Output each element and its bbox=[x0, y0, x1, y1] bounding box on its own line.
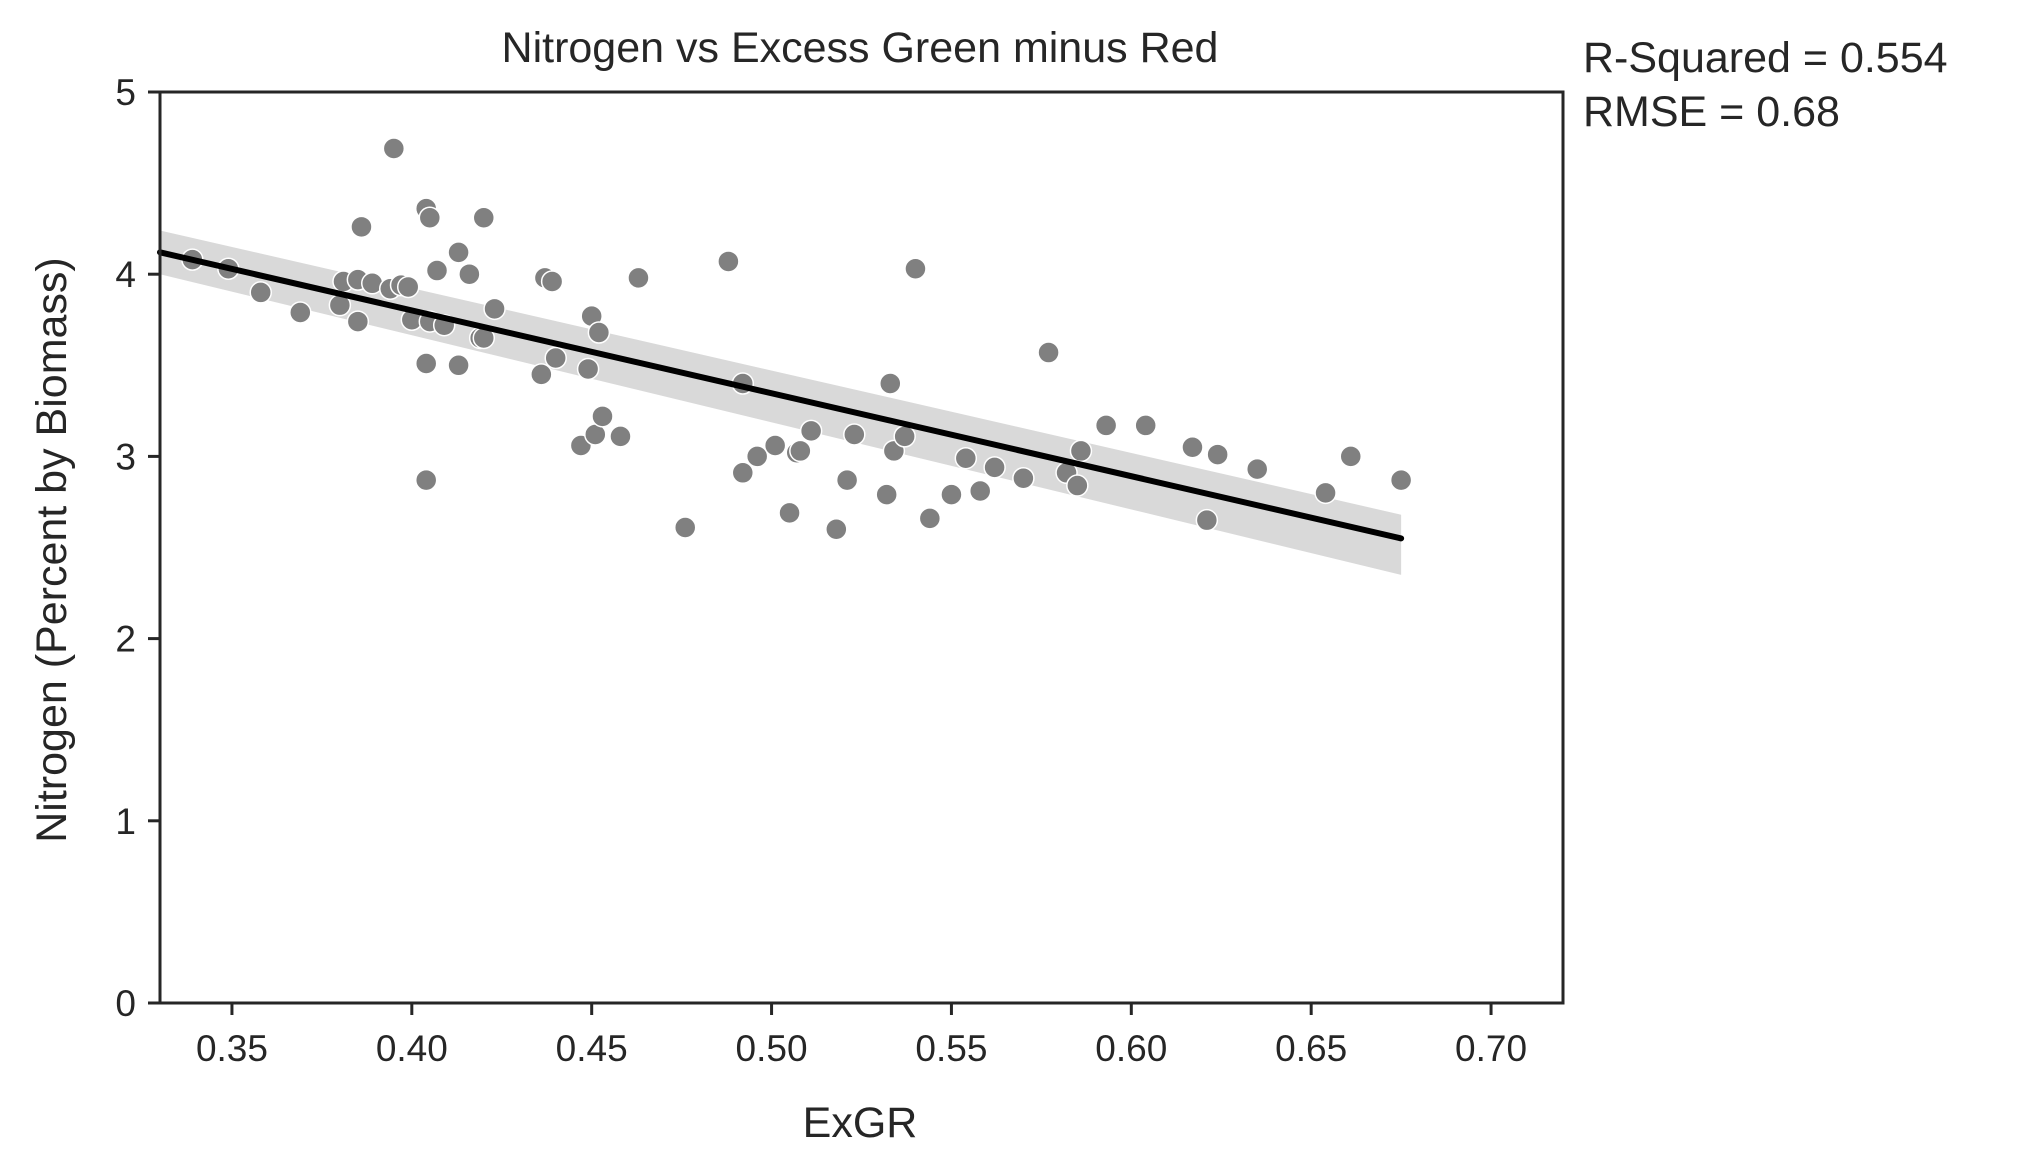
data-point bbox=[1206, 443, 1229, 466]
confidence-band bbox=[160, 230, 1402, 575]
x-tick-label: 0.35 bbox=[196, 1028, 268, 1069]
data-point bbox=[414, 352, 438, 375]
data-point bbox=[843, 423, 866, 446]
data-point bbox=[414, 468, 438, 492]
data-point bbox=[799, 419, 823, 443]
data-point bbox=[576, 357, 600, 381]
data-point bbox=[983, 456, 1006, 479]
x-tick-label: 0.70 bbox=[1455, 1028, 1527, 1069]
x-tick-label: 0.50 bbox=[736, 1028, 808, 1069]
data-point bbox=[1339, 445, 1363, 468]
y-axis-label: Nitrogen (Percent by Biomass) bbox=[28, 257, 76, 843]
data-point bbox=[763, 434, 787, 457]
data-point bbox=[717, 250, 740, 273]
data-point bbox=[1389, 468, 1413, 492]
data-point bbox=[382, 137, 406, 160]
y-tick-label: 3 bbox=[115, 436, 136, 477]
data-point bbox=[472, 206, 496, 229]
x-tick-label: 0.40 bbox=[376, 1028, 448, 1069]
data-point bbox=[530, 363, 553, 386]
y-axis-ticks: 0 1 2 3 4 5 bbox=[115, 72, 160, 1024]
plot-frame bbox=[158, 90, 1565, 1005]
x-tick-label: 0.55 bbox=[915, 1028, 987, 1069]
data-point bbox=[544, 346, 567, 370]
data-point bbox=[396, 275, 420, 299]
data-point bbox=[954, 446, 978, 470]
data-point bbox=[458, 262, 481, 286]
chart-title: Nitrogen vs Excess Green minus Red bbox=[502, 24, 1219, 72]
data-point bbox=[447, 354, 470, 377]
data-point bbox=[249, 281, 272, 304]
y-tick-label: 4 bbox=[115, 254, 136, 295]
scatter-points bbox=[181, 137, 1413, 541]
data-point bbox=[893, 425, 916, 448]
data-point bbox=[1094, 414, 1118, 437]
y-tick-label: 1 bbox=[115, 801, 136, 842]
data-point bbox=[418, 206, 442, 229]
data-point bbox=[1181, 436, 1204, 459]
data-point bbox=[289, 301, 312, 324]
data-point bbox=[778, 501, 801, 525]
data-point bbox=[731, 461, 755, 485]
data-point bbox=[879, 372, 902, 395]
data-point bbox=[627, 266, 650, 290]
data-point bbox=[825, 518, 848, 541]
data-point bbox=[745, 445, 769, 468]
data-point bbox=[350, 215, 373, 239]
data-point bbox=[483, 297, 506, 321]
data-point bbox=[1195, 508, 1219, 532]
data-point bbox=[835, 468, 859, 492]
data-point bbox=[904, 257, 927, 280]
y-tick-label: 2 bbox=[115, 619, 136, 660]
x-axis-ticks: 0.35 0.40 0.45 0.50 0.55 0.60 0.65 0.70 bbox=[196, 1003, 1527, 1069]
confidence-band-layer bbox=[160, 230, 1402, 575]
data-point bbox=[1245, 457, 1269, 481]
data-point bbox=[1314, 481, 1337, 505]
y-tick-label: 5 bbox=[115, 72, 136, 113]
data-point bbox=[540, 270, 564, 293]
data-point bbox=[587, 321, 611, 344]
rmse-text: RMSE = 0.68 bbox=[1583, 88, 1840, 136]
axes bbox=[158, 90, 1565, 1005]
data-point bbox=[609, 425, 632, 448]
data-point bbox=[425, 259, 449, 282]
data-point bbox=[875, 483, 898, 506]
data-point bbox=[1066, 474, 1089, 497]
y-tick-label: 0 bbox=[115, 983, 136, 1024]
x-tick-label: 0.60 bbox=[1095, 1028, 1167, 1069]
data-point bbox=[1012, 467, 1035, 490]
x-axis-label: ExGR bbox=[803, 1099, 918, 1147]
data-point bbox=[673, 516, 697, 539]
data-point bbox=[940, 483, 963, 506]
x-tick-label: 0.65 bbox=[1275, 1028, 1347, 1069]
data-point bbox=[1037, 341, 1060, 364]
data-point bbox=[968, 479, 992, 503]
data-point bbox=[1134, 414, 1157, 437]
data-point bbox=[789, 439, 812, 463]
data-point bbox=[918, 507, 942, 530]
r-squared-text: R-Squared = 0.554 bbox=[1583, 34, 1948, 82]
x-tick-label: 0.45 bbox=[556, 1028, 628, 1069]
data-point bbox=[346, 310, 370, 333]
data-point bbox=[591, 405, 614, 428]
regression-line bbox=[157, 249, 1405, 542]
data-point bbox=[1069, 439, 1093, 463]
regression-line-layer bbox=[157, 249, 1405, 542]
data-point bbox=[447, 241, 470, 264]
